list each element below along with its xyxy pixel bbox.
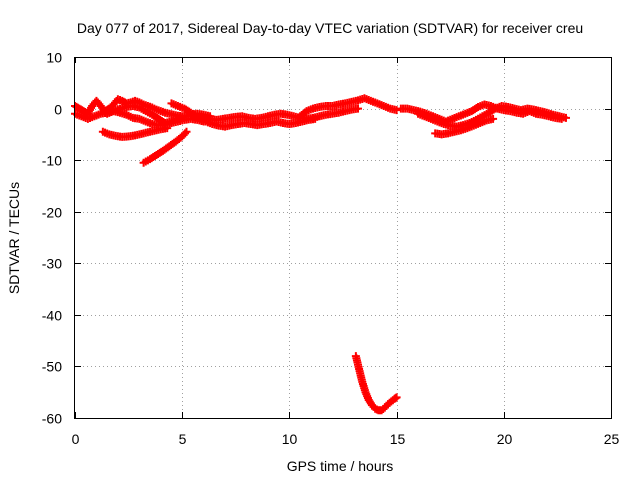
x-axis-label: GPS time / hours: [287, 458, 394, 474]
y-axis-label: SDTVAR / TECUs: [6, 182, 22, 294]
y-tick-label: -60: [42, 411, 62, 427]
x-tick-label: 10: [282, 431, 298, 447]
y-axis: -60 -50 -40 -30 -20 -10 0 10: [42, 50, 611, 427]
series-upper-band-f: [296, 94, 401, 121]
data-point: [561, 113, 570, 122]
series-upper-band-g: [302, 104, 363, 123]
data-point: [354, 104, 363, 113]
x-tick-label: 5: [179, 431, 187, 447]
series-upper-band-e: [188, 112, 320, 131]
y-tick-label: -30: [42, 256, 62, 272]
series-arc-morning: [98, 124, 172, 141]
data-point: [181, 129, 190, 138]
y-tick-label: -10: [42, 153, 62, 169]
data-point: [182, 127, 191, 136]
y-tick-label: -40: [42, 308, 62, 324]
y-tick-label: 0: [54, 102, 62, 118]
chart-title: Day 077 of 2017, Sidereal Day-to-day VTE…: [77, 20, 583, 36]
series-deep-excursion: [351, 352, 401, 415]
data-point: [392, 106, 401, 115]
data-point: [392, 393, 401, 402]
x-axis: 0 5 10 15 20 25: [72, 57, 620, 447]
series-arc-evening: [431, 114, 498, 139]
series-rising-track: [139, 127, 191, 167]
x-tick-label: 20: [497, 431, 513, 447]
data-point: [489, 114, 498, 123]
x-tick-label: 25: [604, 431, 620, 447]
y-tick-label: -20: [42, 205, 62, 221]
data-points: [71, 94, 570, 415]
x-tick-label: 0: [72, 431, 80, 447]
plot-frame: [74, 57, 612, 419]
y-tick-label: 10: [46, 50, 62, 66]
data-point: [163, 124, 172, 133]
x-tick-label: 15: [390, 431, 406, 447]
y-tick-label: -50: [42, 359, 62, 375]
